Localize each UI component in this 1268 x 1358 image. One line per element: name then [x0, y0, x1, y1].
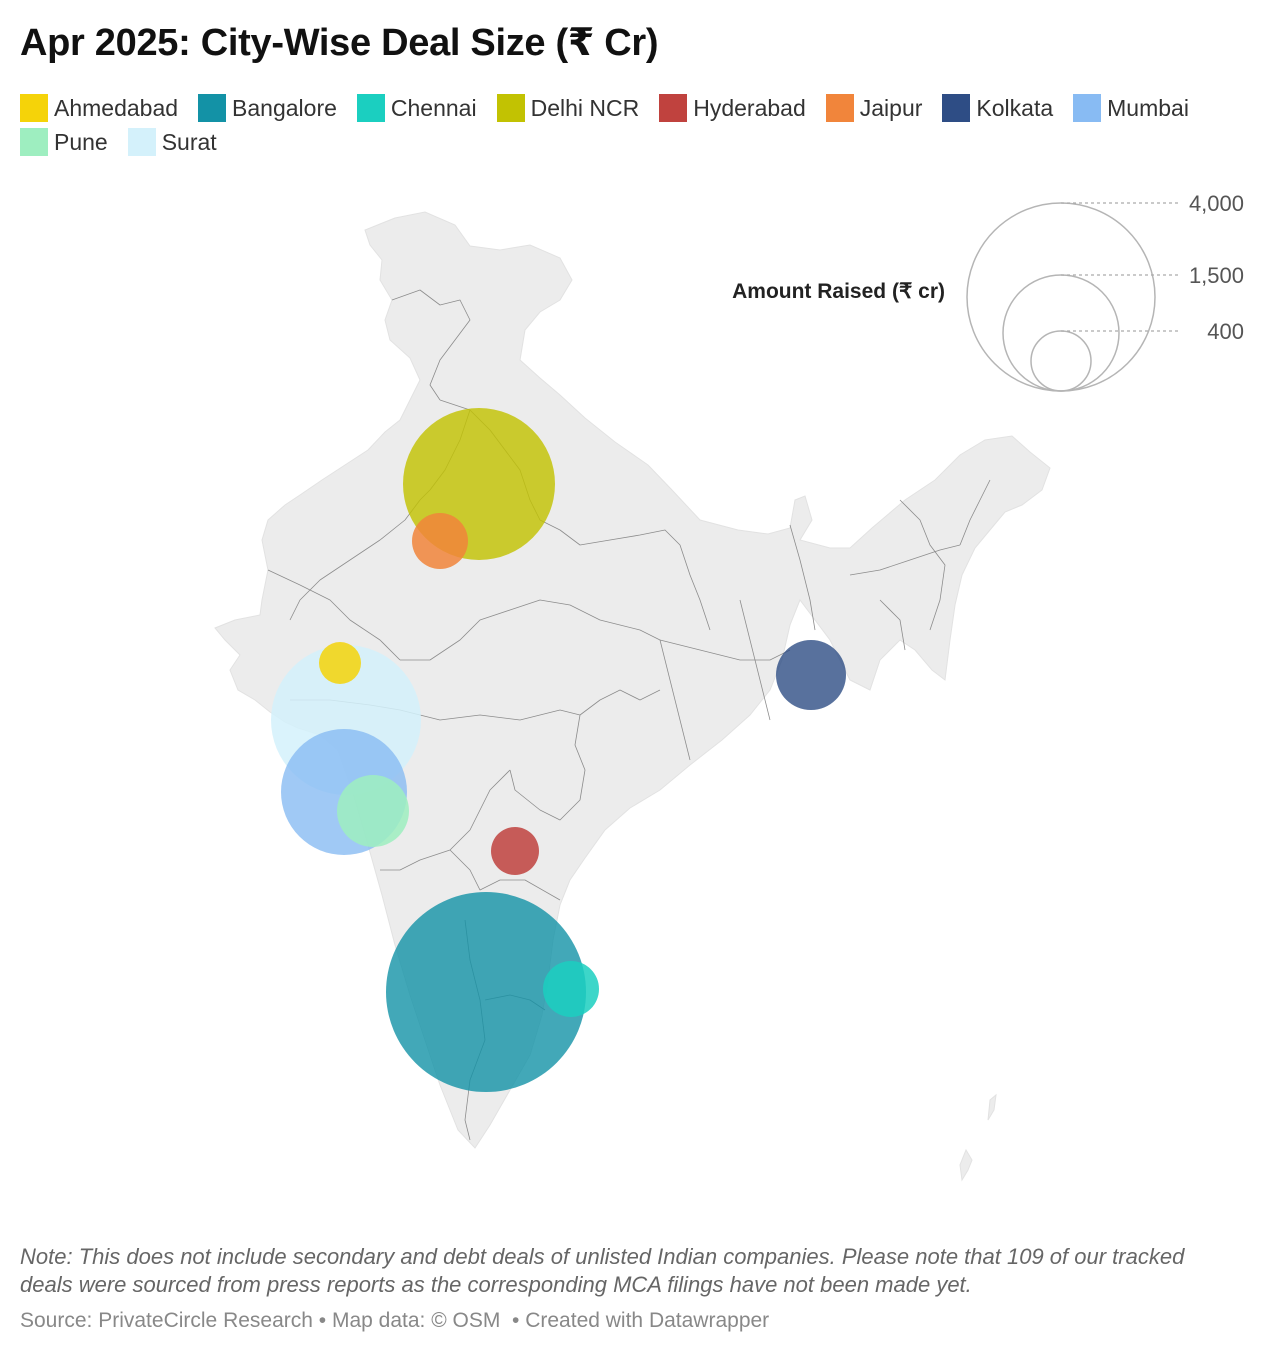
size-legend-label-4000: 4,000	[1189, 191, 1244, 216]
legend-swatch	[127, 128, 156, 156]
separator-dot: •	[312, 1309, 332, 1332]
legend-item-delhi-ncr: Delhi NCR	[496, 94, 640, 122]
size-legend-circle-400	[1030, 330, 1092, 392]
legend-label: Jaipur	[859, 94, 923, 121]
color-legend: Ahmedabad Bangalore Chennai Delhi NCR Hy…	[20, 94, 1260, 156]
legend-swatch	[20, 128, 48, 156]
legend-swatch	[659, 94, 688, 122]
legend-label: Hyderabad	[693, 94, 806, 121]
legend-swatch	[356, 94, 385, 122]
separator-dot: •	[500, 1309, 526, 1332]
legend-item-hyderabad: Hyderabad	[659, 94, 806, 122]
legend-item-ahmedabad: Ahmedabad	[20, 94, 178, 122]
legend-swatch	[1073, 94, 1102, 122]
bubble-pune[interactable]	[337, 775, 409, 847]
datawrapper-credit[interactable]: Created with Datawrapper	[525, 1309, 770, 1332]
legend-item-mumbai: Mumbai	[1073, 94, 1189, 122]
bubble-chennai[interactable]	[543, 961, 599, 1017]
legend-item-pune: Pune	[20, 128, 108, 156]
legend-swatch	[496, 94, 525, 122]
legend-item-surat: Surat	[127, 128, 217, 156]
legend-item-bangalore: Bangalore	[198, 94, 337, 122]
source-text: Source: PrivateCircle Research	[20, 1309, 313, 1332]
bubble-jaipur[interactable]	[412, 513, 468, 569]
legend-item-jaipur: Jaipur	[825, 94, 923, 122]
bubble-kolkata[interactable]	[776, 640, 846, 710]
footnote: Note: This does not include secondary an…	[20, 1244, 1185, 1297]
bubble-hyderabad[interactable]	[491, 827, 539, 875]
legend-label: Ahmedabad	[54, 94, 179, 121]
legend-label: Pune	[54, 128, 108, 155]
legend-item-chennai: Chennai	[356, 94, 477, 122]
legend-label: Delhi NCR	[530, 94, 640, 121]
size-legend-label-1500: 1,500	[1189, 263, 1244, 288]
size-legend: 4,000 1,500 400 Amount Raised (₹ cr)	[732, 191, 1244, 392]
legend-label: Kolkata	[976, 94, 1054, 121]
chart-title: Apr 2025: City-Wise Deal Size (₹ Cr)	[20, 22, 659, 64]
legend-item-kolkata: Kolkata	[942, 94, 1053, 122]
city-bubbles	[271, 408, 846, 1092]
map-credit: Map data: © OSM	[331, 1309, 501, 1332]
legend-swatch	[825, 94, 854, 122]
bubble-ahmedabad[interactable]	[319, 642, 361, 684]
legend-label: Surat	[161, 128, 217, 155]
legend-swatch	[198, 94, 227, 122]
legend-swatch	[20, 94, 48, 122]
bubble-bangalore[interactable]	[386, 892, 586, 1092]
size-legend-circle-4000	[966, 202, 1156, 392]
legend-swatch	[942, 94, 971, 122]
legend-label: Chennai	[390, 94, 477, 121]
legend-label: Bangalore	[232, 94, 337, 121]
size-legend-circle-1500	[1002, 274, 1120, 392]
size-legend-label-400: 400	[1207, 319, 1244, 344]
india-map: 4,000 1,500 400 Amount Raised (₹ cr)	[214, 191, 1244, 1182]
source-line: Source: PrivateCircle Research • Map dat…	[20, 1309, 769, 1333]
size-legend-title: Amount Raised (₹ cr)	[732, 280, 945, 303]
legend-label: Mumbai	[1107, 94, 1189, 121]
